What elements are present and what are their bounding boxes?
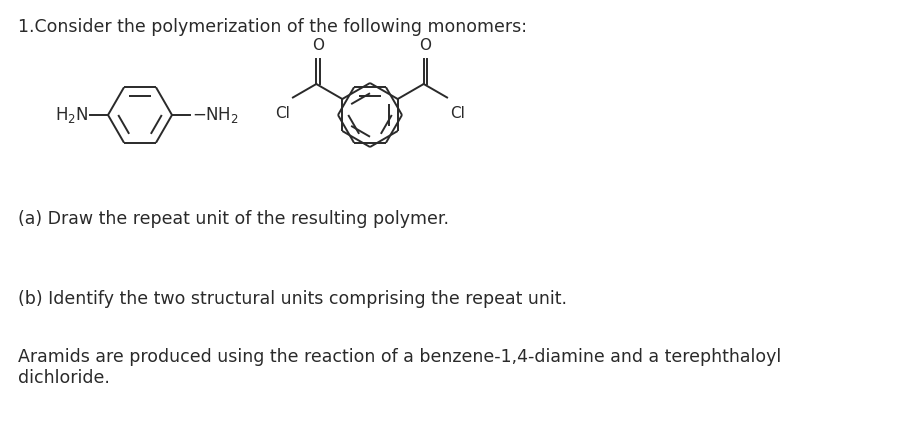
Text: (a) Draw the repeat unit of the resulting polymer.: (a) Draw the repeat unit of the resultin…	[18, 210, 449, 228]
Text: Cl: Cl	[450, 105, 464, 120]
Text: O: O	[312, 37, 323, 52]
Text: (b) Identify the two structural units comprising the repeat unit.: (b) Identify the two structural units co…	[18, 290, 566, 308]
Text: $-$NH$_2$: $-$NH$_2$	[191, 105, 238, 125]
Text: Cl: Cl	[275, 105, 290, 120]
Text: O: O	[419, 37, 431, 52]
Text: Aramids are produced using the reaction of a benzene-1,4-diamine and a terephtha: Aramids are produced using the reaction …	[18, 348, 780, 387]
Text: H$_2$N: H$_2$N	[54, 105, 88, 125]
Text: 1.Consider the polymerization of the following monomers:: 1.Consider the polymerization of the fol…	[18, 18, 526, 36]
